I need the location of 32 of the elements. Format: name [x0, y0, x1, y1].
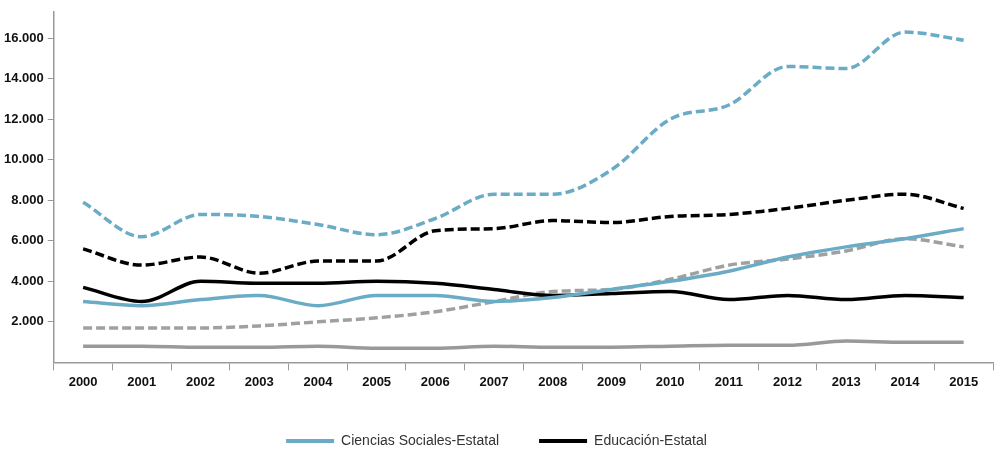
y-tick-label: 12.000 — [4, 110, 44, 126]
y-tick-label: 14.000 — [4, 70, 44, 86]
line-series — [81, 339, 966, 350]
line-series — [81, 279, 966, 304]
y-tick-label: 4.000 — [11, 272, 44, 288]
x-tick-label: 2004 — [303, 373, 334, 389]
line-series — [81, 226, 966, 308]
x-tick-label: 2015 — [949, 373, 979, 389]
legend-label: Educación-Estatal — [594, 431, 707, 448]
x-tick-label: 2006 — [420, 373, 450, 389]
x-tick-label: 2009 — [596, 373, 626, 389]
x-tick-label: 2001 — [127, 373, 157, 389]
x-tick-label: 2002 — [186, 373, 215, 389]
y-tick-label: 10.000 — [4, 151, 44, 167]
y-tick-label: 2.000 — [11, 313, 44, 329]
x-tick-label: 2014 — [890, 373, 921, 389]
x-tick-label: 2005 — [362, 373, 392, 389]
x-tick-label: 2011 — [714, 373, 743, 389]
x-tick-label: 2003 — [244, 373, 274, 389]
y-tick-label: 6.000 — [11, 232, 44, 248]
legend-label: Ciencias Sociales-Estatal — [341, 431, 500, 448]
line-series — [81, 237, 966, 330]
x-tick-label: 2013 — [831, 373, 861, 389]
x-tick-label: 2012 — [773, 373, 802, 389]
line-series — [81, 30, 966, 239]
x-tick-label: 2007 — [479, 373, 509, 389]
y-tick-label: 8.000 — [11, 191, 44, 207]
x-tick-label: 2008 — [538, 373, 568, 389]
line-series — [81, 192, 966, 275]
y-tick-label: 16.000 — [4, 29, 44, 45]
x-tick-label: 2010 — [655, 373, 685, 389]
x-tick-label: 2000 — [68, 373, 98, 389]
